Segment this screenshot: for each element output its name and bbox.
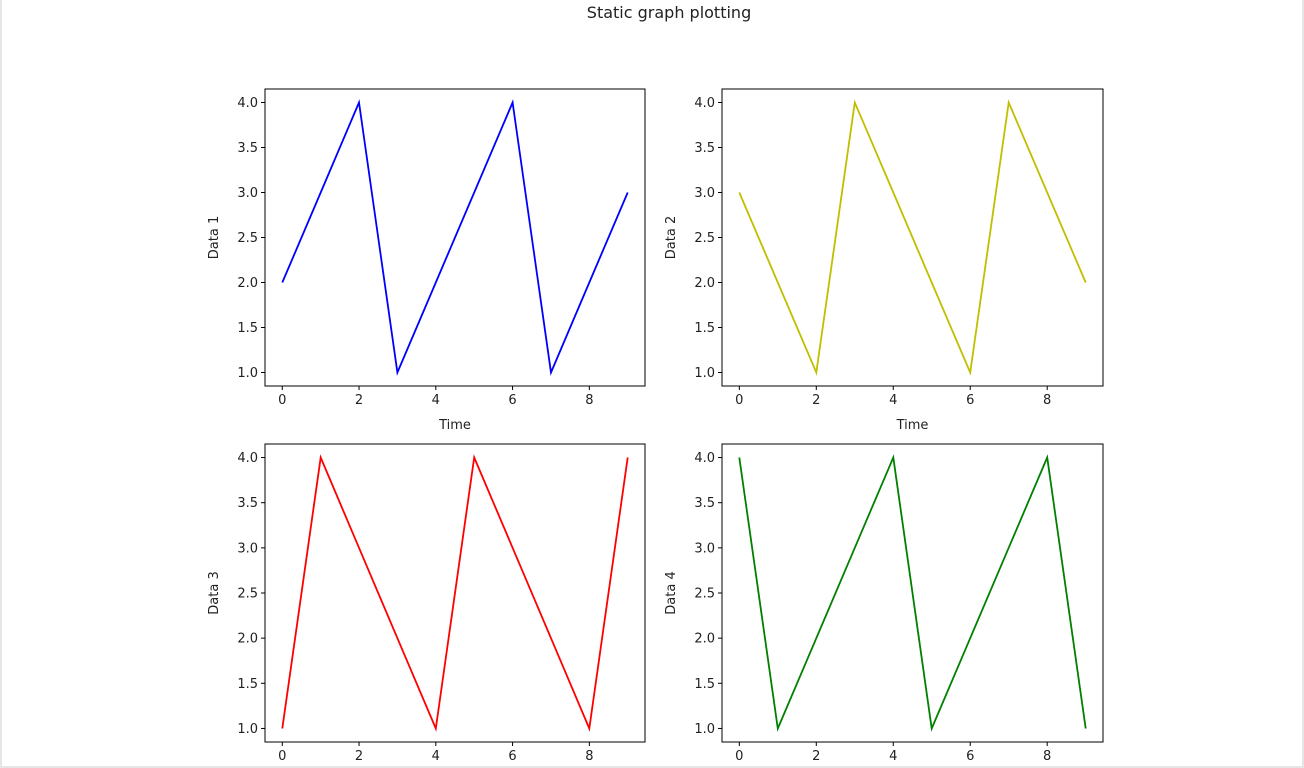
y-tick-label: 1.0 (237, 722, 258, 737)
x-tick-label: 2 (355, 749, 363, 764)
y-axis-label: Data 3 (207, 571, 222, 614)
y-tick-label: 2.0 (237, 632, 258, 647)
x-tick-label: 6 (966, 749, 974, 764)
figure-title: Static graph plotting (586, 3, 752, 22)
series-line (281, 99, 629, 376)
x-tick-label: 8 (585, 749, 593, 764)
y-tick-label: 2.5 (694, 231, 715, 246)
y-tick-label: 3.0 (694, 186, 715, 201)
y-tick-label: 1.5 (694, 321, 715, 336)
y-tick-label: 1.0 (237, 366, 258, 381)
series-line (738, 454, 1087, 732)
y-tick-label: 4.0 (694, 96, 715, 111)
x-axis-label: Time (896, 418, 929, 433)
y-tick-label: 3.5 (237, 496, 258, 511)
y-tick-label: 4.0 (694, 451, 715, 466)
x-tick-label: 0 (278, 393, 286, 408)
y-tick-label: 3.5 (237, 141, 258, 156)
subplot-2: 1.0 1.5 2.0 2.5 3.0 3.5 4.0 0 2 4 6 8 Time Data 2 (664, 88, 1104, 433)
y-tick-label: 2.0 (694, 276, 715, 291)
y-tick-label: 1.5 (237, 321, 258, 336)
x-tick-label: 8 (1043, 393, 1051, 408)
y-tick-label: 2.5 (237, 587, 258, 602)
x-tick-label: 8 (1043, 749, 1051, 764)
x-tick-label: 6 (508, 393, 516, 408)
x-tick-label: 4 (432, 393, 440, 408)
subplot-1: 1.0 1.5 2.0 2.5 3.0 3.5 4.0 0 2 4 6 8 Time Data 1 (207, 88, 646, 433)
x-tick-label: 4 (889, 749, 897, 764)
x-axis-label: Time (438, 418, 471, 433)
y-tick-label: 1.0 (694, 722, 715, 737)
x-tick-label: 4 (432, 749, 440, 764)
x-tick-label: 6 (966, 393, 974, 408)
y-tick-label: 1.5 (237, 677, 258, 692)
y-tick-label: 4.0 (237, 96, 258, 111)
subplot-4: 1.0 1.5 2.0 2.5 3.0 3.5 4.0 0 2 4 6 8 Data 4 (664, 443, 1104, 764)
y-tick-label: 2.0 (237, 276, 258, 291)
y-tick-label: 2.5 (694, 587, 715, 602)
series-line (281, 454, 629, 732)
y-axis-label: Data 1 (207, 216, 222, 259)
y-tick-label: 1.5 (694, 677, 715, 692)
x-tick-label: 6 (508, 749, 516, 764)
y-tick-label: 3.0 (237, 541, 258, 556)
y-tick-label: 4.0 (237, 451, 258, 466)
y-tick-label: 1.0 (694, 366, 715, 381)
x-tick-label: 0 (735, 749, 743, 764)
series-line (738, 99, 1087, 376)
y-tick-label: 3.0 (694, 541, 715, 556)
y-axis-label: Data 4 (664, 571, 679, 614)
x-tick-label: 8 (585, 393, 593, 408)
x-tick-label: 2 (812, 749, 820, 764)
x-tick-label: 0 (278, 749, 286, 764)
x-tick-label: 4 (889, 393, 897, 408)
y-tick-label: 3.5 (694, 141, 715, 156)
x-tick-label: 2 (355, 393, 363, 408)
x-tick-label: 0 (735, 393, 743, 408)
y-axis-label: Data 2 (664, 216, 679, 259)
subplot-3: 1.0 1.5 2.0 2.5 3.0 3.5 4.0 0 2 4 6 8 Data 3 (207, 443, 646, 764)
y-tick-label: 2.5 (237, 231, 258, 246)
x-tick-label: 2 (812, 393, 820, 408)
y-tick-label: 3.0 (237, 186, 258, 201)
y-tick-label: 3.5 (694, 496, 715, 511)
y-tick-label: 2.0 (694, 632, 715, 647)
